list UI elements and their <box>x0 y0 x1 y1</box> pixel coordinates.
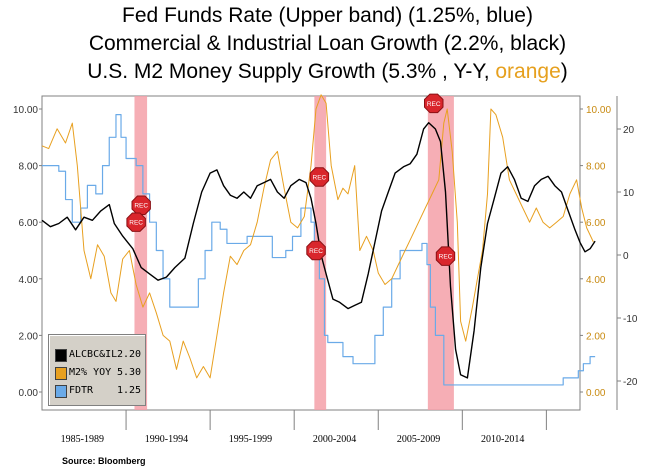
right-axis-1-tick-label: 0.00 <box>586 388 606 399</box>
rec-marker <box>306 240 326 261</box>
title-line-3-suffix: ) <box>560 60 568 83</box>
x-axis-tick-label: 1985-1989 <box>61 434 104 445</box>
legend-item-fdtr: FDTR 1.25 <box>53 383 143 399</box>
left-axis-tick-label: 8.00 <box>19 162 39 173</box>
legend-swatch-loan <box>55 349 67 362</box>
right-axis-1-tick-label: 2.00 <box>586 331 606 342</box>
legend-value-m2: 5.30 <box>117 367 142 378</box>
x-axis-tick-label: 1995-1999 <box>229 434 272 445</box>
series-line-alcbc-il <box>41 122 596 379</box>
x-axis-tick-label: 2000-2004 <box>313 434 356 445</box>
right-axis-2-tick-label: 20 <box>623 125 635 136</box>
rec-marker <box>309 167 330 187</box>
left-axis-tick-label: 0.00 <box>19 388 39 399</box>
left-axis-tick-label: 10.00 <box>13 105 38 116</box>
right-axis-2-tick-label: 0 <box>623 251 629 262</box>
x-axis-tick-label: 1990-1994 <box>145 434 188 445</box>
title-line-3-highlight: orange <box>495 60 561 83</box>
left-axis-tick-label: 6.00 <box>19 218 39 229</box>
series-line-m2-yoy <box>41 94 594 379</box>
legend-value-loan: 2.20 <box>117 349 142 360</box>
right-axis-1-tick-label: 10.00 <box>586 105 611 116</box>
left-axis-tick-label: 2.00 <box>19 331 39 342</box>
x-axis-tick-label: 2010-2014 <box>481 434 524 445</box>
title-line-3: U.S. M2 Money Supply Growth (5.3% , Y-Y,… <box>0 60 655 84</box>
series-line-fdtr <box>42 114 596 386</box>
title-line-1: Fed Funds Rate (Upper band) (1.25%, blue… <box>122 4 533 27</box>
rec-marker-label: REC <box>129 220 143 227</box>
title-line-2: Commercial & Industrial Loan Growth (2.2… <box>88 32 567 55</box>
legend-item-loan: ALCBC&IL 2.20 <box>53 347 143 363</box>
rec-marker-label: REC <box>134 203 148 210</box>
left-axis-tick-label: 4.00 <box>19 275 39 286</box>
rec-marker <box>424 93 444 114</box>
legend-name-fdtr: FDTR <box>69 385 94 396</box>
right-axis-2-tick-label: -10 <box>623 314 638 325</box>
rec-marker-label: REC <box>427 101 441 108</box>
x-axis-tick-label: 2005-2009 <box>397 434 440 445</box>
right-axis-2-tick-label: -20 <box>623 377 638 388</box>
rec-marker <box>435 246 456 266</box>
rec-marker-label: REC <box>309 248 323 255</box>
title-line-3-prefix: U.S. M2 Money Supply Growth (5.3% , Y-Y, <box>87 60 496 83</box>
rec-marker <box>126 212 146 232</box>
legend-item-m2: M2% YOY 5.30 <box>53 365 143 381</box>
chart-legend: ALCBC&IL 2.20 M2% YOY 5.30 FDTR 1.25 <box>48 334 146 406</box>
source-note: Source: Bloomberg <box>62 456 146 466</box>
recession-band <box>134 96 148 410</box>
legend-value-fdtr: 1.25 <box>117 385 142 396</box>
right-axis-1-tick-label: 4.00 <box>586 275 606 286</box>
right-axis-1-tick-label: 6.00 <box>586 218 606 229</box>
legend-name-m2: M2% YOY <box>69 367 112 378</box>
legend-swatch-m2 <box>55 367 67 380</box>
legend-name-loan: ALCBC&IL <box>69 349 118 360</box>
right-axis-1-tick-label: 8.00 <box>586 162 606 173</box>
legend-swatch-fdtr <box>55 385 67 398</box>
rec-marker-label: REC <box>313 174 327 181</box>
right-axis-2-tick-label: 10 <box>623 188 635 199</box>
rec-marker <box>131 195 151 215</box>
rec-marker-label: REC <box>439 254 453 261</box>
